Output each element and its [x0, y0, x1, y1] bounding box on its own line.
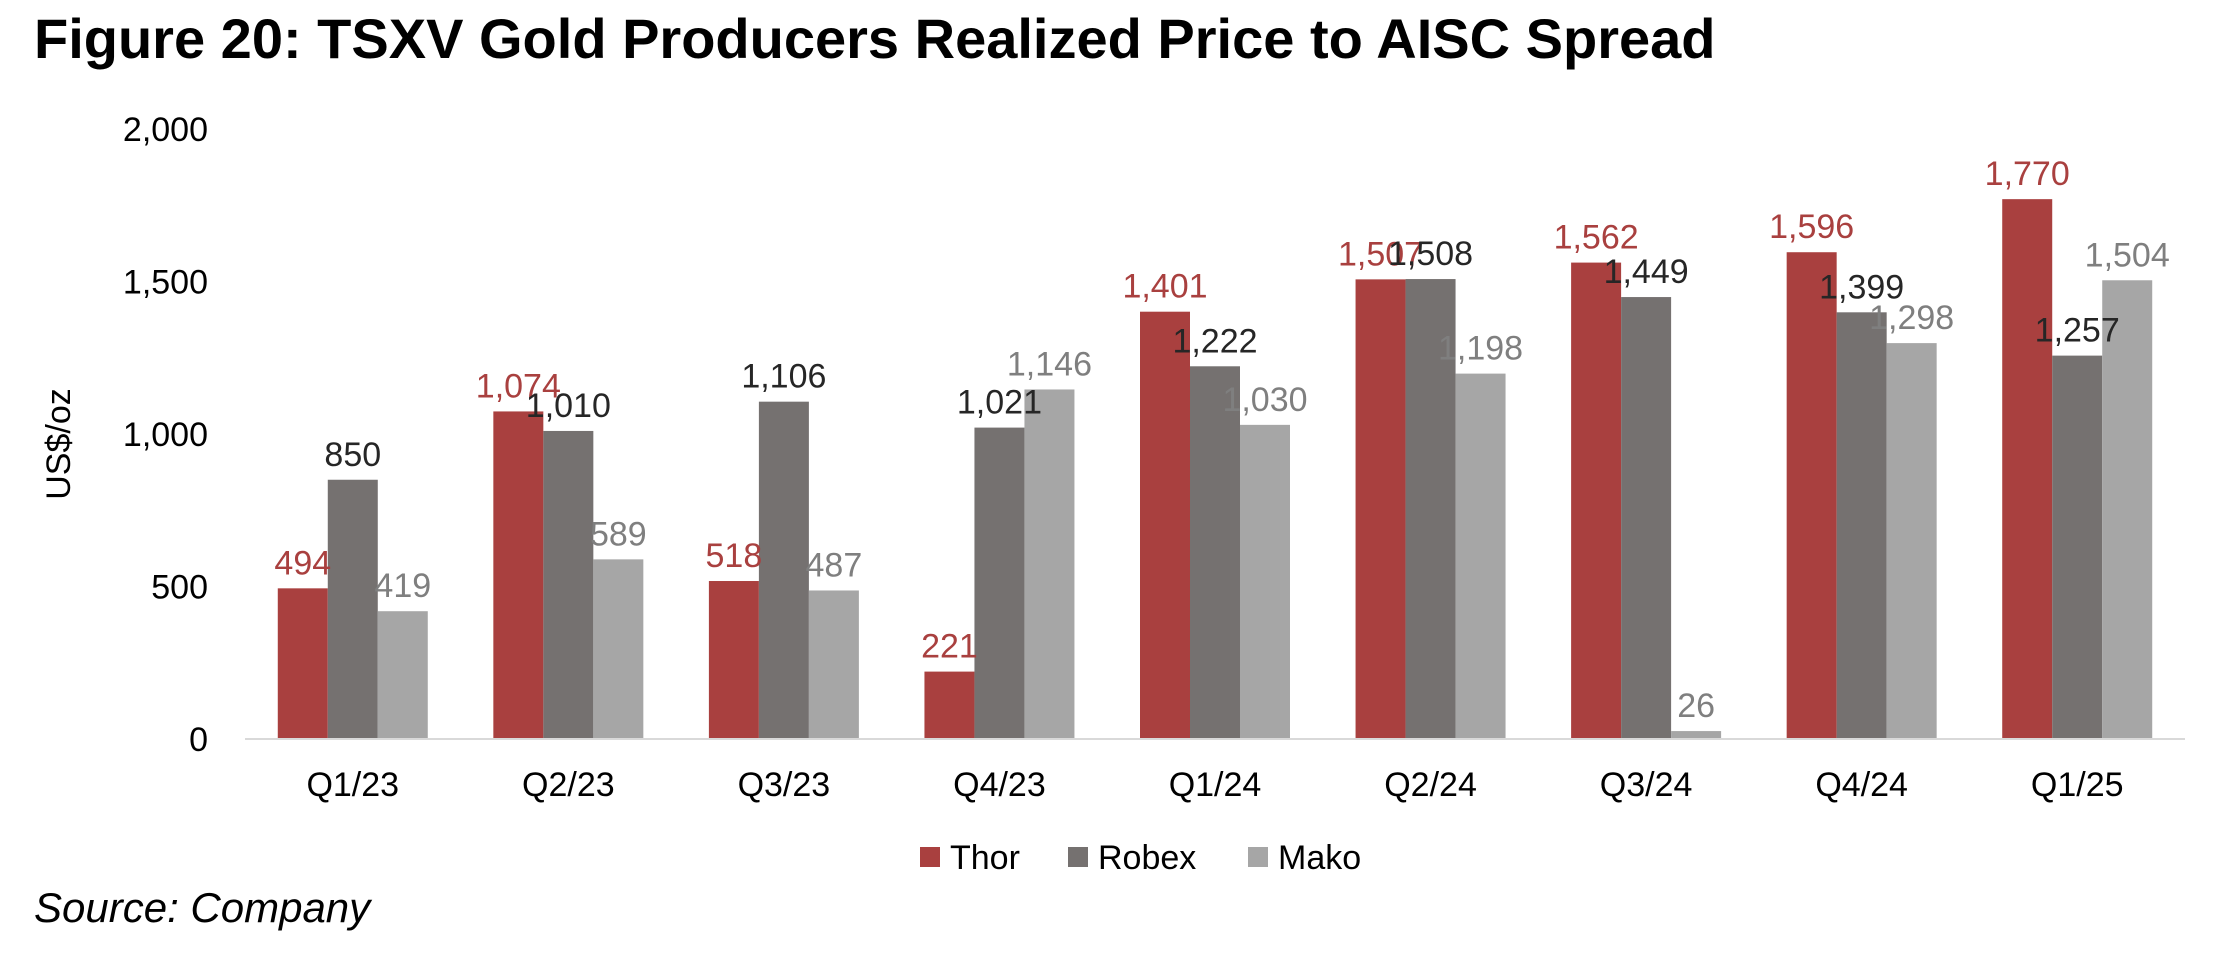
data-label-robex: 1,222 — [1172, 322, 1257, 360]
bar-mako — [377, 611, 428, 739]
data-label-robex: 1,021 — [957, 384, 1042, 422]
data-label-mako: 1,298 — [1869, 299, 1954, 337]
legend-swatch-robex — [1068, 847, 1088, 867]
bar-mako — [593, 559, 644, 739]
x-tick-label: Q1/24 — [1169, 766, 1262, 804]
bar-robex — [1621, 297, 1672, 739]
y-tick-label: 500 — [151, 569, 208, 607]
bar-robex — [327, 479, 378, 739]
bar-mako — [1455, 373, 1506, 739]
data-label-mako: 1,030 — [1222, 381, 1307, 419]
bar-mako — [1024, 389, 1075, 739]
y-axis-title: US$/oz — [40, 388, 78, 500]
y-axis-ticks: 0 500 1,000 1,500 2,000 — [123, 111, 208, 759]
bar-thor — [277, 588, 328, 739]
legend-label-robex: Robex — [1098, 839, 1196, 877]
data-label-mako: 1,146 — [1007, 345, 1092, 383]
data-label-thor: 1,770 — [1985, 155, 2070, 193]
bar-mako — [1886, 343, 1937, 739]
x-tick-label: Q3/24 — [1600, 766, 1693, 804]
data-label-mako: 1,504 — [2085, 236, 2170, 274]
bar-robex — [543, 430, 594, 739]
bar-thor — [1355, 279, 1406, 739]
x-tick-label: Q4/23 — [953, 766, 1046, 804]
bar-robex — [1405, 279, 1456, 739]
legend-swatch-thor — [920, 847, 940, 867]
data-label-robex: 1,106 — [741, 358, 826, 396]
bar-thor — [1140, 311, 1190, 739]
bar-robex — [758, 401, 809, 739]
bar-mako — [2102, 280, 2153, 739]
bar-thor — [924, 671, 975, 739]
x-tick-label: Q3/23 — [738, 766, 831, 804]
data-label-thor: 1,562 — [1554, 219, 1639, 257]
y-tick-label: 2,000 — [123, 111, 208, 149]
x-tick-label: Q4/24 — [1815, 766, 1908, 804]
figure-title: Figure 20: TSXV Gold Producers Realized … — [34, 7, 1716, 70]
data-label-mako: 26 — [1677, 687, 1715, 725]
data-label-mako: 487 — [806, 546, 863, 584]
bar-thor — [1786, 252, 1837, 739]
x-tick-label: Q1/25 — [2031, 766, 2124, 804]
data-label-thor: 1,596 — [1769, 208, 1854, 246]
y-tick-label: 0 — [189, 721, 208, 759]
legend-swatch-mako — [1248, 847, 1268, 867]
x-tick-label: Q2/24 — [1384, 766, 1477, 804]
data-label-robex: 850 — [324, 436, 381, 474]
bar-thor — [493, 411, 544, 739]
data-label-mako: 419 — [374, 567, 431, 605]
data-label-robex: 1,010 — [526, 387, 611, 425]
legend-label-mako: Mako — [1278, 839, 1361, 877]
bar-robex — [2052, 355, 2103, 739]
x-tick-label: Q1/23 — [306, 766, 399, 804]
bar-robex — [974, 427, 1025, 739]
data-label-mako: 1,198 — [1438, 330, 1523, 368]
data-label-thor: 1,507 — [1338, 235, 1423, 273]
bar-mako — [1240, 424, 1290, 739]
chart-bars — [277, 199, 2153, 739]
x-tick-label: Q2/23 — [522, 766, 615, 804]
data-label-thor: 221 — [921, 628, 978, 666]
data-label-mako: 589 — [590, 515, 647, 553]
data-label-robex: 1,508 — [1388, 235, 1473, 273]
data-label-robex: 1,449 — [1604, 253, 1689, 291]
legend-label-thor: Thor — [950, 839, 1020, 877]
bar-mako — [808, 590, 859, 739]
data-label-robex: 1,399 — [1819, 268, 1904, 306]
bar-thor — [1571, 262, 1622, 739]
legend: Thor Robex Mako — [920, 839, 1361, 877]
x-axis-ticks: Q1/23 Q2/23 Q3/23 Q4/23 Q1/24 Q2/24 Q3/24 Q4/24… — [306, 766, 2123, 804]
bar-thor — [708, 581, 759, 739]
data-label-robex: 1,257 — [2035, 312, 2120, 350]
y-tick-label: 1,000 — [123, 416, 208, 454]
data-label-thor: 494 — [274, 544, 331, 582]
bar-robex — [1836, 312, 1887, 739]
data-label-thor: 518 — [706, 537, 763, 575]
data-label-thor: 1,074 — [476, 367, 561, 405]
bar-robex — [1190, 366, 1240, 739]
y-tick-label: 1,500 — [123, 264, 208, 302]
bar-thor — [2002, 199, 2053, 739]
source-note: Source: Company — [34, 884, 371, 931]
bar-mako — [1671, 731, 1722, 739]
data-label-thor: 1,401 — [1122, 268, 1207, 306]
